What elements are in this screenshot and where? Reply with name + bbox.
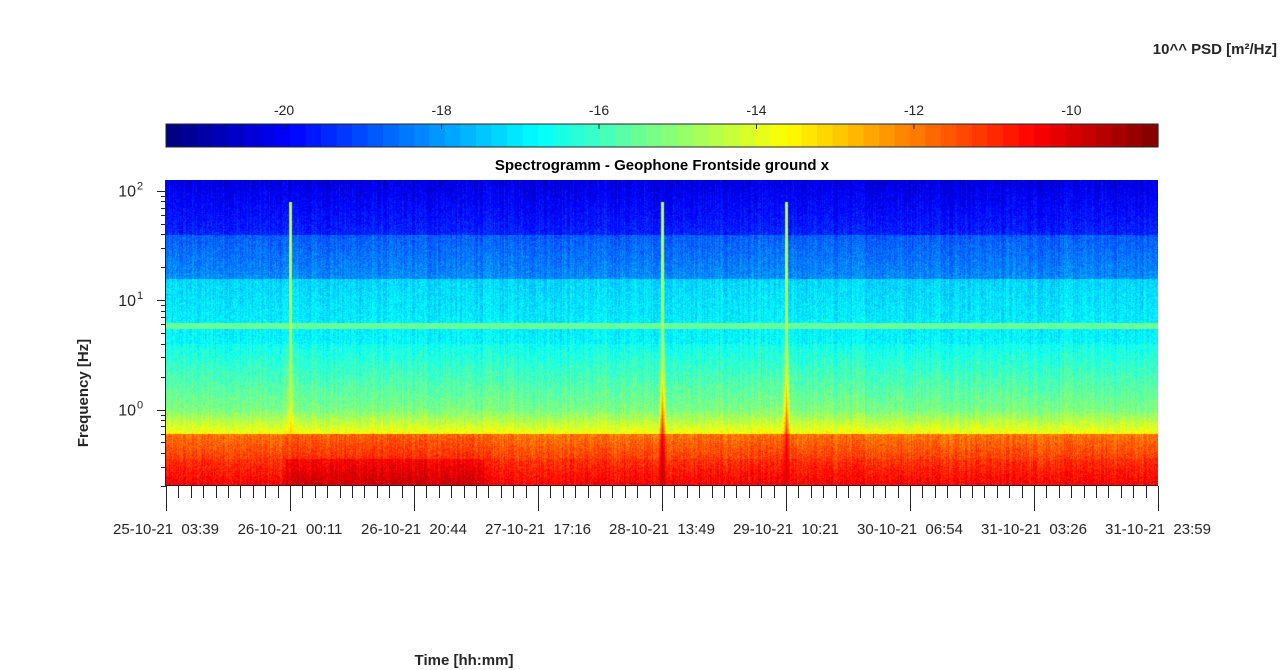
colorbar-cell bbox=[569, 124, 586, 147]
colorbar: -20 -18 -16 -14 -12 -10 bbox=[165, 102, 1159, 148]
colorbar-ticks: -20 -18 -16 -14 -12 -10 bbox=[274, 102, 1082, 129]
colorbar-cell bbox=[429, 124, 446, 147]
colorbar-cell bbox=[274, 124, 291, 147]
colorbar-cell bbox=[367, 124, 384, 147]
colorbar-cell bbox=[677, 124, 694, 147]
colorbar-tick-label: -10 bbox=[1061, 102, 1081, 118]
colorbar-cell bbox=[476, 124, 493, 147]
colorbar-cell bbox=[1018, 124, 1035, 147]
colorbar-cell bbox=[243, 124, 260, 147]
colorbar-cell bbox=[1080, 124, 1097, 147]
colorbar-cell bbox=[538, 124, 555, 147]
y-tick-label-base: 10 bbox=[118, 293, 136, 310]
colorbar-cell bbox=[553, 124, 570, 147]
x-tick-label: 25-10-21 03:39 bbox=[113, 521, 219, 538]
colorbar-cell bbox=[1127, 124, 1144, 147]
y-tick-label-exponent: 1 bbox=[137, 290, 143, 302]
x-tick-label: 27-10-21 17:16 bbox=[485, 521, 591, 538]
x-tick-label: 31-10-21 23:59 bbox=[1105, 521, 1211, 538]
colorbar-cell bbox=[584, 124, 601, 147]
y-tick-label-base: 10 bbox=[118, 184, 136, 201]
colorbar-cell bbox=[972, 124, 989, 147]
colorbar-cell bbox=[801, 124, 818, 147]
colorbar-cell bbox=[631, 124, 648, 147]
colorbar-cell bbox=[212, 124, 229, 147]
x-tick-label: 29-10-21 10:21 bbox=[733, 521, 839, 538]
x-axis-label: Time [hh:mm] bbox=[415, 652, 514, 669]
colorbar-cell bbox=[259, 124, 276, 147]
colorbar-cell bbox=[646, 124, 663, 147]
colorbar-cell bbox=[786, 124, 803, 147]
colorbar-tick-label: -12 bbox=[904, 102, 924, 118]
colorbar-cell bbox=[460, 124, 477, 147]
x-tick-label: 26-10-21 00:11 bbox=[238, 521, 343, 538]
colorbar-cell bbox=[414, 124, 431, 147]
colorbar-cell bbox=[956, 124, 973, 147]
x-tick-label: 28-10-21 13:49 bbox=[609, 521, 715, 538]
colorbar-cell bbox=[1065, 124, 1082, 147]
y-tick-label-base: 10 bbox=[118, 403, 136, 420]
spectrogram-image bbox=[166, 180, 1158, 486]
colorbar-tick-label: -20 bbox=[274, 102, 294, 118]
colorbar-cell bbox=[1034, 124, 1051, 147]
colorbar-cell bbox=[724, 124, 741, 147]
colorbar-gradient bbox=[166, 124, 1159, 147]
colorbar-cell bbox=[925, 124, 942, 147]
colorbar-cell bbox=[166, 124, 183, 147]
x-tick-label: 26-10-21 20:44 bbox=[361, 521, 467, 538]
chart-title: Spectrogramm - Geophone Frontside ground… bbox=[495, 157, 830, 174]
colorbar-cell bbox=[321, 124, 338, 147]
colorbar-cell bbox=[1096, 124, 1113, 147]
colorbar-cell bbox=[817, 124, 834, 147]
colorbar-cell bbox=[228, 124, 245, 147]
colorbar-cell bbox=[863, 124, 880, 147]
colorbar-cell bbox=[305, 124, 322, 147]
colorbar-cell bbox=[879, 124, 896, 147]
colorbar-cell bbox=[755, 124, 772, 147]
colorbar-cell bbox=[383, 124, 400, 147]
colorbar-frame bbox=[165, 123, 1159, 148]
colorbar-cell bbox=[445, 124, 462, 147]
colorbar-cell bbox=[1142, 124, 1159, 147]
colorbar-cell bbox=[1111, 124, 1128, 147]
colorbar-cell bbox=[491, 124, 508, 147]
colorbar-tick-label: -14 bbox=[746, 102, 766, 118]
colorbar-cell bbox=[181, 124, 198, 147]
colorbar-cell bbox=[987, 124, 1004, 147]
colorbar-cell bbox=[708, 124, 725, 147]
x-tick-label: 31-10-21 03:26 bbox=[981, 521, 1087, 538]
colorbar-cell bbox=[894, 124, 911, 147]
colorbar-tick-label: -18 bbox=[431, 102, 451, 118]
colorbar-cell bbox=[832, 124, 849, 147]
x-axis-ticks: 25-10-21 03:39 26-10-21 00:11 26-10-21 20:… bbox=[113, 486, 1211, 538]
colorbar-cell bbox=[910, 124, 927, 147]
colorbar-cell bbox=[352, 124, 369, 147]
colorbar-tick-label: -16 bbox=[589, 102, 609, 118]
colorbar-cell bbox=[290, 124, 307, 147]
colorbar-cell bbox=[615, 124, 632, 147]
colorbar-cell bbox=[693, 124, 710, 147]
colorbar-cell bbox=[848, 124, 865, 147]
colorbar-cell bbox=[507, 124, 524, 147]
colorbar-cell bbox=[522, 124, 539, 147]
y-tick-label-exponent: 0 bbox=[137, 400, 143, 412]
colorbar-cell bbox=[1049, 124, 1066, 147]
x-tick-label: 30-10-21 06:54 bbox=[857, 521, 963, 538]
colorbar-cell bbox=[1003, 124, 1020, 147]
colorbar-cell bbox=[941, 124, 958, 147]
colorbar-cell bbox=[662, 124, 679, 147]
colorbar-cell bbox=[739, 124, 756, 147]
colorbar-cell bbox=[770, 124, 787, 147]
colorbar-label: 10^^ PSD [m²/Hz] bbox=[1153, 41, 1277, 58]
y-tick-label-exponent: 2 bbox=[137, 181, 143, 193]
plot-area bbox=[165, 180, 1158, 486]
colorbar-cell bbox=[398, 124, 415, 147]
colorbar-cell bbox=[600, 124, 617, 147]
colorbar-cell bbox=[197, 124, 214, 147]
colorbar-cell bbox=[336, 124, 353, 147]
y-axis-label: Frequency [Hz] bbox=[75, 339, 92, 447]
